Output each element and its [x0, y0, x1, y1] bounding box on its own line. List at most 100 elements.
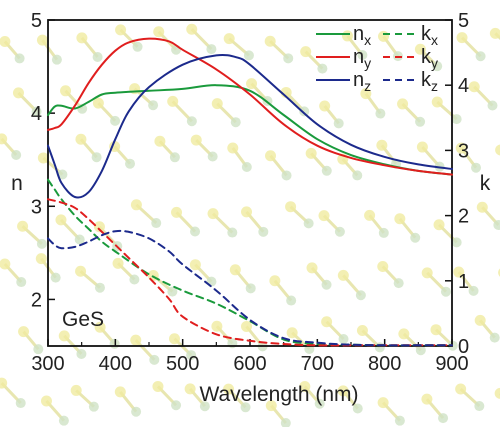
crystal-atom-s	[468, 285, 479, 296]
crystal-atom-s	[357, 50, 368, 61]
crystal-atom-ge	[321, 316, 333, 328]
crystal-atom-s	[190, 226, 201, 237]
crystal-atom-s	[352, 170, 363, 181]
series-line-ny	[47, 37, 453, 176]
crystal-atom-s	[487, 100, 498, 111]
crystal-atom-ge	[37, 152, 49, 164]
crystal-atom-s	[438, 413, 449, 424]
crystal-atom-ge	[36, 34, 48, 46]
crystal-atom-s	[51, 54, 62, 65]
crystal-atom-s	[451, 237, 462, 248]
legend-label-kx: kx	[421, 23, 438, 48]
crystal-atom-ge	[456, 32, 468, 44]
crystal-atom-s	[393, 278, 404, 289]
crystal-atom-s	[303, 218, 314, 229]
x-tick-label: 600	[233, 353, 266, 375]
crystal-atom-ge	[12, 87, 24, 99]
crystal-atom-ge	[286, 327, 298, 339]
crystal-atom-s	[132, 41, 143, 52]
data-series	[47, 37, 453, 347]
crystal-atom-s	[317, 63, 328, 74]
crystal-atom-s	[493, 219, 500, 230]
crystal-atom-s	[57, 169, 68, 180]
crystal-atom-s	[92, 51, 103, 62]
crystal-atom-s	[94, 282, 105, 293]
crystal-atom-s	[91, 152, 102, 163]
crystal-atom-ge	[421, 393, 433, 405]
x-tick-label: 700	[301, 353, 334, 375]
crystal-atom-ge	[112, 257, 124, 269]
crystal-atom-ge	[337, 269, 349, 281]
crystal-atom-s	[374, 342, 385, 353]
legend-label-nx: nx	[353, 23, 371, 48]
crystal-atom-s	[230, 117, 241, 128]
crystal-atom-s	[378, 227, 389, 238]
crystal-atom-s	[36, 238, 47, 249]
left-y-tick-label: 5	[31, 10, 42, 32]
crystal-atom-ge	[416, 141, 428, 153]
crystal-atom-s	[207, 151, 218, 162]
crystal-atom-s	[243, 50, 254, 61]
crystal-atom-s	[321, 165, 332, 176]
crystal-atom-s	[169, 152, 180, 163]
crystal-atom-s	[149, 354, 160, 365]
crystal-atom-s	[475, 51, 486, 62]
crystal-atom-ge	[130, 199, 142, 211]
crystal-atom-ge	[40, 395, 52, 407]
crystal-atom-ge	[115, 24, 127, 36]
crystal-atom-ge	[60, 85, 72, 97]
crystal-atom-ge	[70, 384, 82, 396]
crystal-atom-ge	[397, 98, 409, 110]
crystal-atom-ge	[377, 260, 389, 272]
crystal-atom-ge	[186, 23, 198, 35]
crystal-atom-s	[50, 272, 61, 283]
crystal-atom-s	[186, 350, 197, 361]
left-y-tick-label: 2	[31, 289, 42, 311]
crystal-atom-s	[352, 403, 363, 414]
crystal-atom-ge	[17, 220, 29, 232]
crystal-atom-s	[410, 232, 421, 243]
crystal-atom-s	[16, 277, 27, 288]
crystal-atom-s	[131, 406, 142, 417]
series-line-ky	[47, 198, 453, 347]
crystal-atom-ge	[398, 328, 410, 340]
crystal-atom-ge	[184, 383, 196, 395]
right-y-tick-label: 2	[458, 206, 469, 228]
crystal-atom-s	[88, 401, 99, 412]
crystal-atom-s	[15, 398, 26, 409]
crystal-atom-s	[375, 108, 386, 119]
crystal-atom-s	[355, 290, 366, 301]
crystal-atom-s	[334, 226, 345, 237]
crystal-atom-ge	[35, 253, 47, 265]
crystal-atom-ge	[154, 135, 166, 147]
crystal-atom-ge	[211, 320, 223, 332]
crystal-atom-ge	[494, 387, 500, 399]
crystal-atom-ge	[227, 142, 239, 154]
plot-frame	[47, 19, 453, 347]
crystal-atom-ge	[377, 397, 389, 409]
crystal-atom-ge	[299, 380, 311, 392]
crystal-atom-s	[76, 348, 87, 359]
crystal-atom-ge	[394, 213, 406, 225]
crystal-atom-ge	[264, 35, 276, 47]
right-y-tick-label: 1	[458, 271, 469, 293]
crystal-atom-ge	[94, 321, 106, 333]
crystal-atom-ge	[207, 208, 219, 220]
legend-label-nz: nz	[353, 69, 371, 94]
crystal-atom-s	[314, 398, 325, 409]
crystal-atom-ge	[130, 334, 142, 346]
crystal-atom-ge	[168, 333, 180, 345]
left-y-tick-label: 3	[31, 196, 42, 218]
crystal-atom-ge	[75, 133, 87, 145]
series-line-kz	[47, 229, 453, 347]
crystal-atom-ge	[455, 142, 467, 154]
crystal-atom-s	[11, 149, 22, 160]
crystal-atom-s	[281, 170, 292, 181]
crystal-atom-ge	[171, 206, 183, 218]
crystal-atom-ge	[229, 264, 241, 276]
crystal-atom-s	[148, 100, 159, 111]
crystal-atom-s	[58, 415, 69, 426]
crystal-atom-s	[415, 345, 426, 356]
crystal-atom-s	[151, 218, 162, 229]
